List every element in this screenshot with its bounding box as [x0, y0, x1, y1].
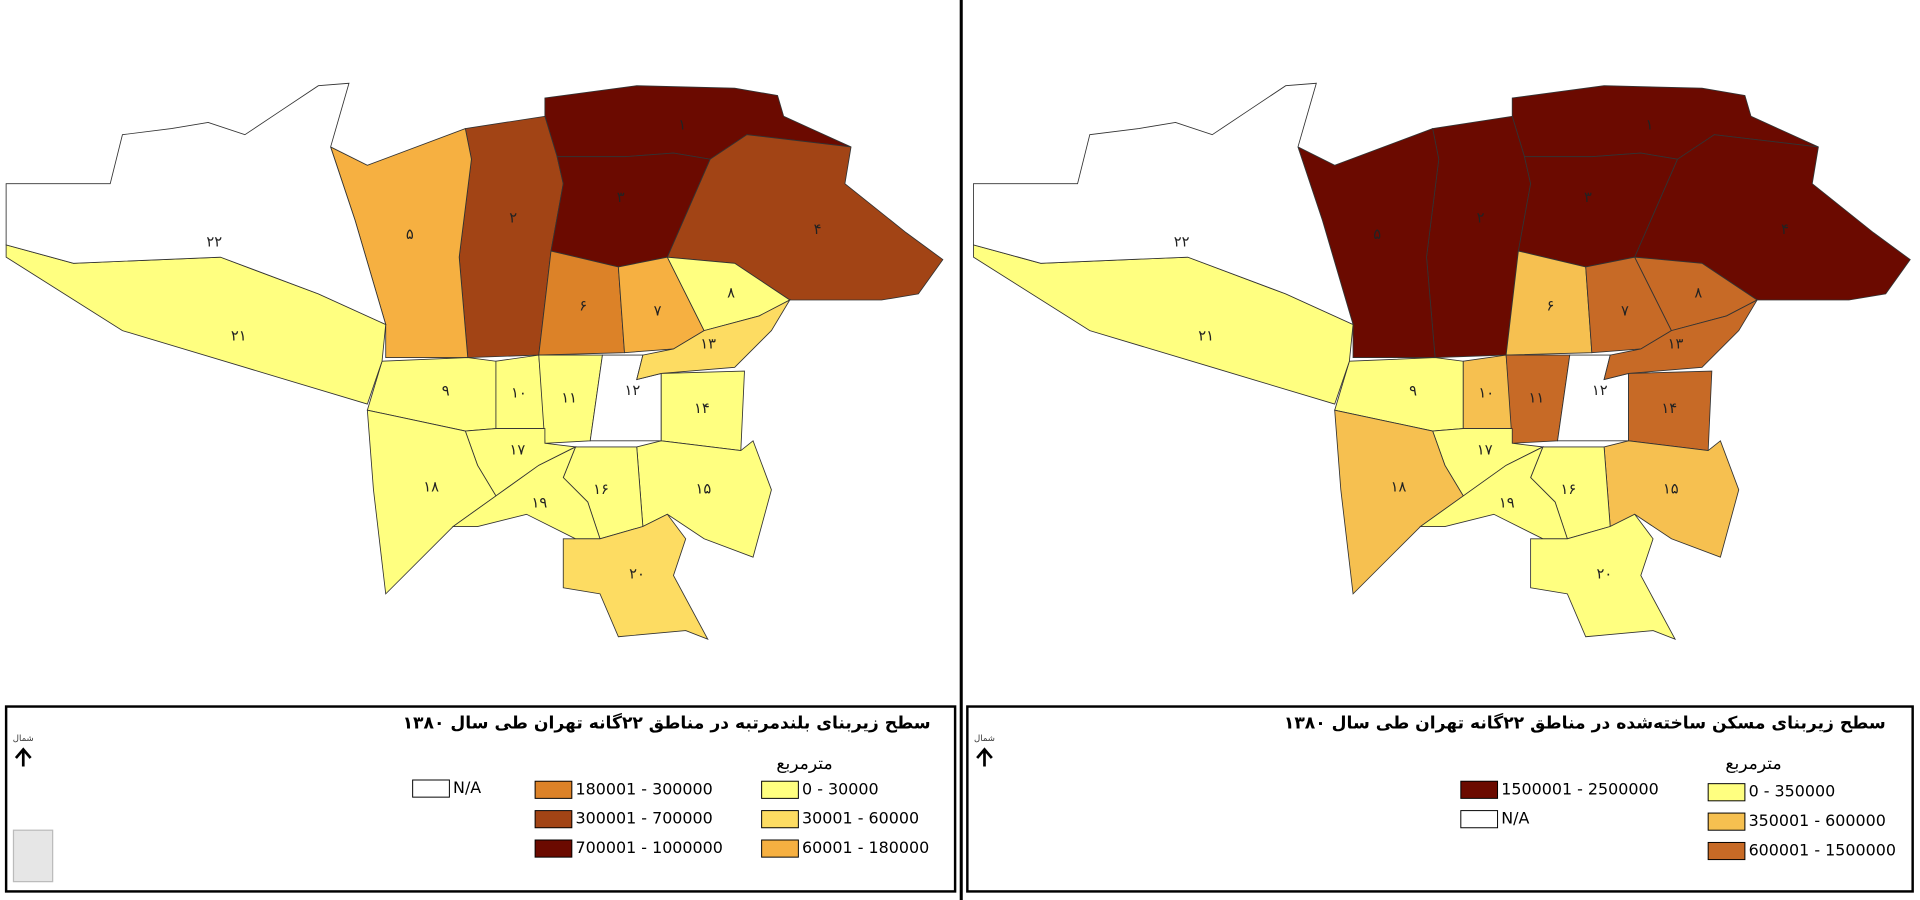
logo	[12, 829, 54, 883]
legend-swatch	[534, 839, 573, 858]
district-label: ۶	[1547, 297, 1555, 314]
unit-label: مترمربع	[1725, 754, 1781, 774]
district	[973, 82, 1354, 326]
north-label: شمال	[974, 734, 995, 744]
legend-swatch	[534, 780, 573, 799]
district-label: ۱۹	[531, 494, 547, 511]
district	[1530, 513, 1677, 641]
district-label: ۱۳	[700, 336, 716, 353]
legend-swatch	[534, 810, 573, 829]
district-label: ۷	[1621, 302, 1629, 319]
district-label: ۱۱	[561, 390, 577, 407]
district	[636, 298, 791, 381]
district-label: ۱۲	[625, 382, 641, 399]
district-label: ۸	[1694, 284, 1702, 301]
district-label: ۲	[509, 209, 517, 226]
legend-label: 0 - 350000	[1749, 782, 1836, 801]
district-label: ۲۱	[231, 328, 247, 345]
legend-label: 180001 - 300000	[576, 779, 713, 798]
district-label: ۱۴	[694, 400, 710, 417]
legend-label: N/A	[453, 778, 481, 797]
district-label: ۱۰	[1478, 384, 1494, 401]
district-label: ۱۷	[1477, 442, 1493, 459]
legend-label: 350001 - 600000	[1749, 811, 1886, 830]
north-label: شمال	[13, 734, 34, 744]
legend-box	[4, 705, 957, 893]
district-label: ۵	[406, 226, 414, 243]
district-label: ۱	[678, 117, 686, 134]
legend-swatch	[1460, 780, 1499, 799]
district-label: ۲۲	[1174, 233, 1190, 250]
legend-swatch	[1460, 810, 1499, 829]
district-label: ۹	[1409, 383, 1417, 400]
district-label: ۳	[1584, 189, 1592, 206]
district-label: ۱۸	[423, 479, 439, 496]
legend-label: 600001 - 1500000	[1749, 841, 1896, 860]
district-label: ۱۷	[509, 442, 525, 459]
legend-label: 300001 - 700000	[576, 809, 713, 828]
district-label: ۱۵	[696, 481, 712, 498]
district-label: ۵	[1373, 226, 1381, 243]
legend-label: 60001 - 180000	[802, 838, 929, 857]
legend-label: 1500001 - 2500000	[1501, 779, 1659, 798]
district-label: ۱۴	[1661, 400, 1677, 417]
district-label: ۱۶	[593, 481, 609, 498]
north-arrow	[14, 747, 32, 767]
district-label: ۱۶	[1560, 481, 1576, 498]
legend-swatch	[1707, 841, 1746, 861]
legend-box	[966, 705, 1914, 893]
district-label: ۸	[727, 284, 735, 301]
district-label: ۲۰	[1597, 566, 1613, 583]
district	[1603, 298, 1759, 381]
district-label: ۴	[814, 221, 822, 238]
legend-label: 30001 - 60000	[802, 809, 919, 828]
district-label: ۱	[1646, 117, 1654, 134]
district-label: ۱۰	[511, 384, 527, 401]
district-label: ۶	[579, 297, 587, 314]
district-label: ۱۲	[1592, 382, 1608, 399]
district-label: ۷	[654, 302, 662, 319]
legend-swatch	[761, 810, 799, 829]
legend-swatch	[412, 779, 450, 798]
district-label: ۹	[442, 383, 450, 400]
district	[5, 82, 387, 326]
map-title: سطح زیربنای مسکن ساخته‌شده در مناطق ۲۲گا…	[1284, 713, 1886, 734]
legend-swatch	[1707, 783, 1746, 802]
legend-label: N/A	[1501, 809, 1529, 828]
unit-label: مترمربع	[776, 754, 832, 774]
north-arrow	[976, 747, 993, 767]
district-label: ۱۹	[1499, 494, 1515, 511]
legend-swatch	[1707, 812, 1746, 831]
map-title: سطح زیربنای بلندمرتبه در مناطق ۲۲گانه ته…	[403, 713, 931, 734]
district-label: ۲۱	[1198, 328, 1214, 345]
district-label: ۲۲	[206, 233, 222, 250]
district-label: ۳	[617, 189, 625, 206]
district-label: ۲	[1477, 209, 1485, 226]
district-label: ۲۰	[629, 566, 645, 583]
district-label: ۱۸	[1391, 479, 1407, 496]
district-label: ۱۱	[1529, 390, 1545, 407]
legend-label: 700001 - 1000000	[576, 838, 723, 857]
district-label: ۱۵	[1663, 481, 1679, 498]
district-label: ۱۳	[1668, 336, 1684, 353]
legend-swatch	[761, 780, 799, 799]
district-label: ۴	[1781, 221, 1789, 238]
legend-label: 0 - 30000	[802, 779, 879, 798]
legend-swatch	[761, 839, 799, 858]
district	[562, 513, 709, 641]
